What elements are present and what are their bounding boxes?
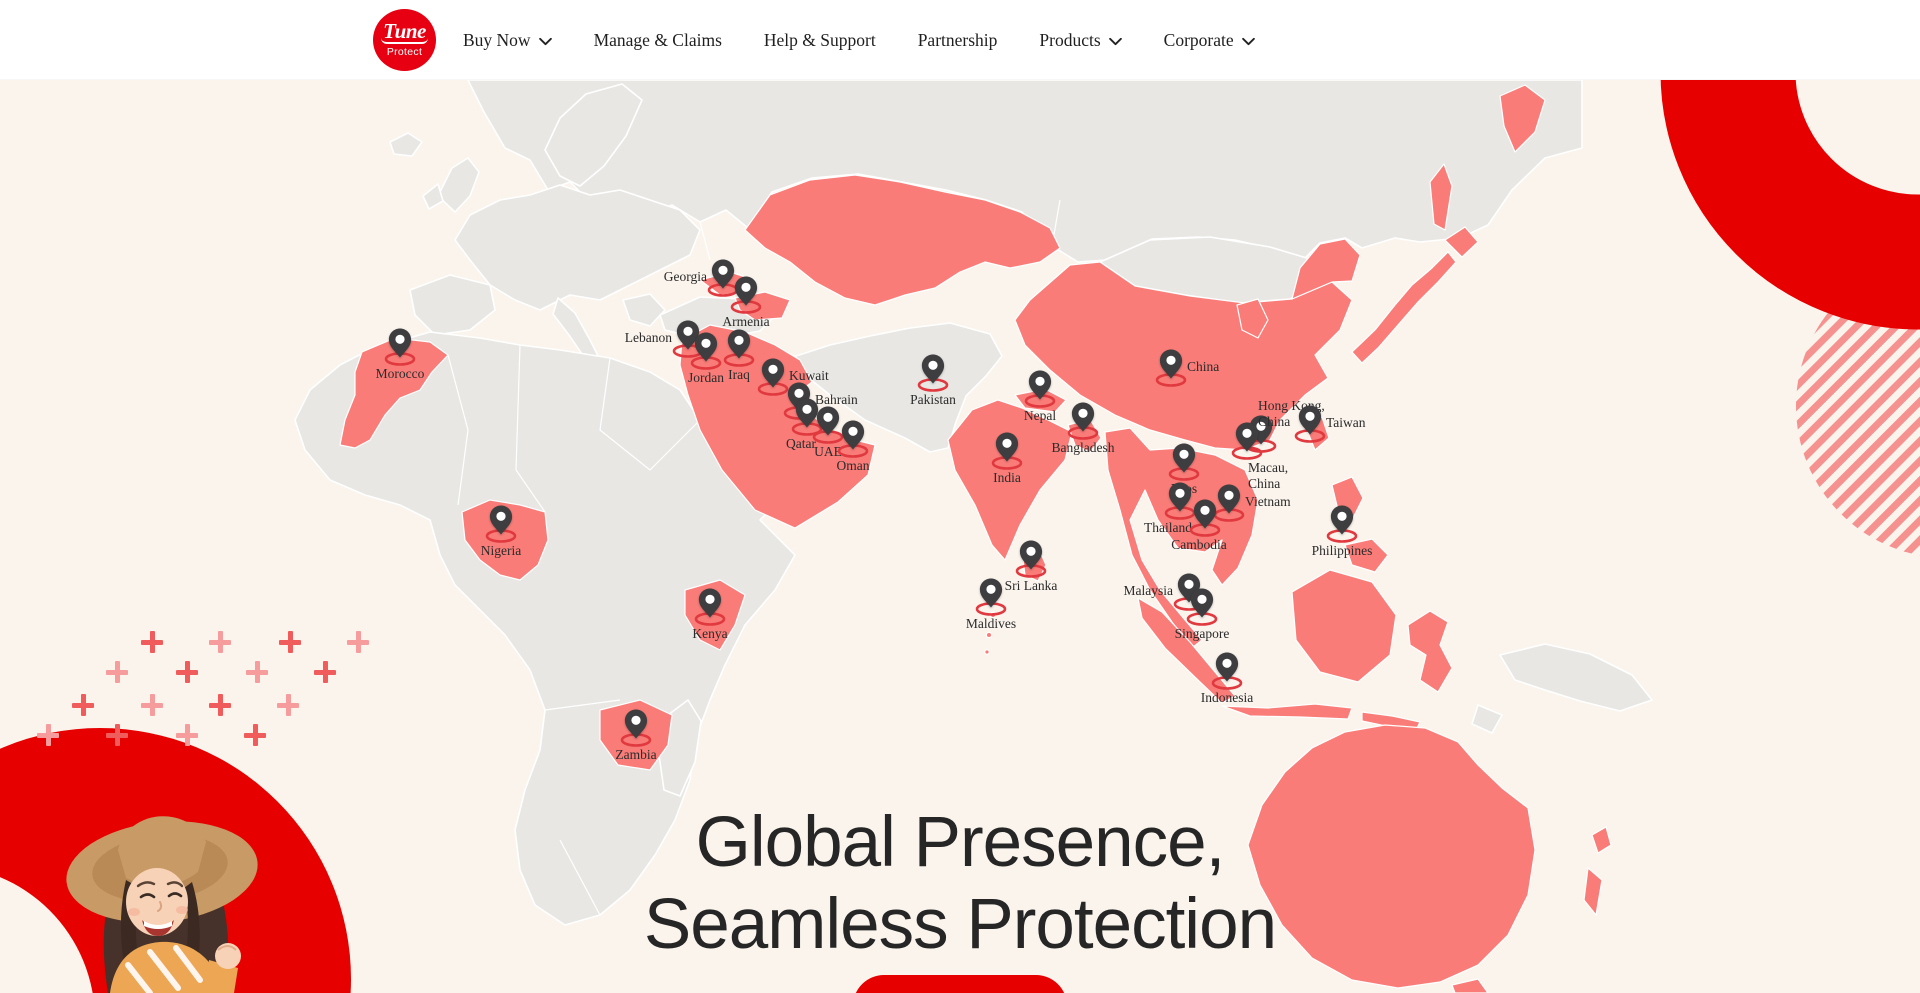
highlight-maldives bbox=[985, 591, 993, 599]
landmass-iberia bbox=[409, 274, 496, 336]
landmass-iran-region bbox=[789, 322, 1003, 453]
highlight-tasmania bbox=[1451, 978, 1489, 993]
nav-item-label: Corporate bbox=[1163, 29, 1234, 50]
nav-item-buy-now[interactable]: Buy Now bbox=[463, 30, 552, 51]
highlight-sumatra bbox=[1137, 597, 1236, 704]
highlight-kamchatka bbox=[1499, 84, 1546, 153]
brand-logo[interactable]: Tune Protect bbox=[373, 9, 436, 71]
highlight-sri-lanka bbox=[1021, 546, 1047, 582]
highlight-georgia bbox=[699, 271, 756, 296]
header: Tune Protect Buy Now Manage & Claims Help … bbox=[0, 0, 1920, 80]
highlight-java bbox=[1221, 703, 1353, 720]
nav-item-label: Manage & Claims bbox=[593, 29, 722, 50]
highlight-central-asia bbox=[744, 174, 1061, 306]
landmass-ireland bbox=[422, 183, 444, 210]
nav-item-label: Partnership bbox=[917, 29, 998, 50]
brand-logo-text-tune: Tune bbox=[381, 19, 428, 44]
highlight-new-zealand bbox=[1583, 867, 1603, 916]
hero-title-line1: Global Presence, bbox=[695, 803, 1226, 882]
highlight-sakhalin bbox=[1429, 163, 1453, 231]
highlight-hokkaido bbox=[1444, 226, 1479, 258]
highlight-japan bbox=[1351, 251, 1457, 364]
landmass-europe bbox=[454, 184, 701, 311]
highlight-china bbox=[1014, 261, 1353, 451]
highlight-india bbox=[947, 399, 1073, 561]
nav-item-label: Buy Now bbox=[463, 29, 531, 50]
nav-item-label: Products bbox=[1039, 29, 1101, 50]
chevron-down-icon bbox=[1108, 37, 1122, 46]
highlight-sulawesi bbox=[1407, 610, 1453, 693]
highlight-morocco bbox=[339, 337, 449, 449]
nav-item-corporate[interactable]: Corporate bbox=[1164, 30, 1255, 51]
highlight-bangladesh bbox=[1067, 418, 1102, 453]
chevron-down-icon bbox=[1241, 37, 1255, 46]
highlight-borneo bbox=[1291, 569, 1397, 683]
landmass-britain bbox=[437, 157, 480, 213]
nav-item-products[interactable]: Products bbox=[1039, 29, 1122, 51]
nav-item-help-support[interactable]: Help & Support bbox=[764, 30, 876, 51]
hero-title-line2: Seamless Protection bbox=[643, 885, 1277, 964]
highlight-australia bbox=[1247, 724, 1536, 989]
landmass-new-guinea bbox=[1499, 643, 1653, 712]
landmass-greece bbox=[622, 293, 666, 327]
nav-item-label: Help & Support bbox=[763, 29, 876, 50]
highlight-philippines-mindanao bbox=[1344, 538, 1389, 573]
highlight-new-caledonia bbox=[1591, 826, 1612, 854]
highlight-philippines-luzon bbox=[1331, 476, 1364, 521]
landmass-scandinavia bbox=[544, 83, 643, 187]
hero-title: Global Presence, Seamless Protection bbox=[0, 802, 1920, 966]
highlight-korea bbox=[1236, 298, 1269, 339]
nav-item-partnership[interactable]: Partnership bbox=[918, 30, 998, 51]
nav-item-manage-claims[interactable]: Manage & Claims bbox=[594, 30, 722, 51]
highlight-indochina bbox=[1104, 427, 1259, 649]
landmass-islands-east bbox=[1471, 704, 1503, 734]
landmass-iceland bbox=[389, 132, 423, 157]
chevron-down-icon bbox=[538, 37, 552, 46]
highlight-taiwan bbox=[1304, 416, 1330, 451]
highlight-middle-east bbox=[679, 324, 876, 529]
hero-cta-button[interactable] bbox=[853, 975, 1067, 993]
main-nav: Buy Now Manage & Claims Help & Support Part… bbox=[463, 0, 1255, 80]
brand-logo-text-protect: Protect bbox=[386, 46, 423, 58]
highlight-china-northeast bbox=[1291, 238, 1361, 300]
